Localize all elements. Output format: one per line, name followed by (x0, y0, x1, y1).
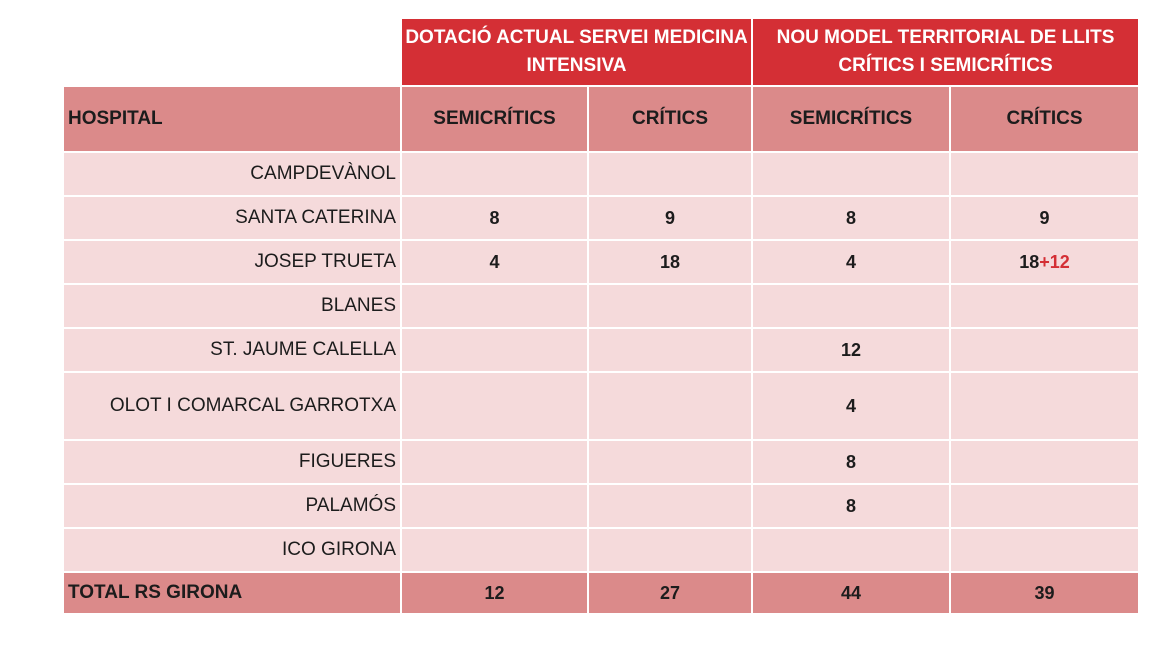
table-row: PALAMÓS 8 (62, 483, 1141, 529)
group-header-row: DOTACIÓ ACTUAL SERVEI MEDICINA INTENSIVA… (62, 17, 1141, 87)
column-header-new-semicritics: SEMICRÍTICS (751, 85, 952, 153)
table-row: ICO GIRONA (62, 527, 1141, 573)
hospital-name: ICO GIRONA (62, 527, 402, 573)
new-semicritics-value: 4 (751, 239, 952, 285)
column-header-hospital: HOSPITAL (62, 85, 402, 153)
current-critics-value (586, 283, 754, 329)
hospital-name: CAMPDEVÀNOL (62, 151, 402, 197)
current-critics-value: 9 (586, 195, 754, 241)
current-critics-value (586, 439, 754, 485)
new-semicritics-value (751, 283, 952, 329)
current-semicritics-value (400, 439, 589, 485)
table-row: FIGUERES 8 (62, 439, 1141, 485)
total-new-critics: 39 (949, 571, 1141, 615)
column-header-current-critics: CRÍTICS (586, 85, 754, 153)
hospital-name: OLOT I COMARCAL GARROTXA (62, 371, 402, 441)
new-critics-value (949, 371, 1141, 441)
hospital-name: SANTA CATERINA (62, 195, 402, 241)
current-semicritics-value (400, 327, 589, 373)
new-semicritics-value: 8 (751, 195, 952, 241)
new-semicritics-value (751, 151, 952, 197)
hospital-name: BLANES (62, 283, 402, 329)
new-semicritics-value: 12 (751, 327, 952, 373)
table-row: OLOT I COMARCAL GARROTXA 4 (62, 371, 1141, 441)
new-critics-value (949, 283, 1141, 329)
table-row: CAMPDEVÀNOL (62, 151, 1141, 197)
current-semicritics-value (400, 527, 589, 573)
empty-corner-cell (62, 17, 402, 87)
current-critics-value: 18 (586, 239, 754, 285)
current-semicritics-value (400, 371, 589, 441)
group-header-current: DOTACIÓ ACTUAL SERVEI MEDICINA INTENSIVA (399, 17, 754, 87)
new-critics-value (949, 151, 1141, 197)
hospital-name: FIGUERES (62, 439, 402, 485)
new-critics-value (949, 327, 1141, 373)
new-semicritics-value (751, 527, 952, 573)
table-row: JOSEP TRUETA 4 18 4 18+12 (62, 239, 1141, 285)
group-header-new-model: NOU MODEL TERRITORIAL DE LLITS CRÍTICS I… (751, 17, 1141, 87)
new-critics-base: 18 (1019, 251, 1040, 272)
new-critics-value (949, 439, 1141, 485)
hospital-name: PALAMÓS (62, 483, 402, 529)
current-semicritics-value (400, 283, 589, 329)
table-row: ST. JAUME CALELLA 12 (62, 327, 1141, 373)
new-critics-value: 9 (949, 195, 1141, 241)
new-semicritics-value: 8 (751, 483, 952, 529)
current-semicritics-value (400, 151, 589, 197)
new-critics-value: 18+12 (949, 239, 1141, 285)
hospital-name: ST. JAUME CALELLA (62, 327, 402, 373)
new-critics-value (949, 483, 1141, 529)
column-header-row: HOSPITAL SEMICRÍTICS CRÍTICS SEMICRÍTICS… (62, 85, 1141, 153)
total-current-semicritics: 12 (400, 571, 589, 615)
new-critics-value (949, 527, 1141, 573)
total-current-critics: 27 (586, 571, 754, 615)
current-critics-value (586, 371, 754, 441)
total-row: TOTAL RS GIRONA 12 27 44 39 (62, 571, 1141, 615)
table-row: SANTA CATERINA 8 9 8 9 (62, 195, 1141, 241)
current-semicritics-value (400, 483, 589, 529)
current-critics-value (586, 151, 754, 197)
total-new-semicritics: 44 (751, 571, 952, 615)
column-header-new-critics: CRÍTICS (949, 85, 1141, 153)
table-row: BLANES (62, 283, 1141, 329)
current-critics-value (586, 327, 754, 373)
hospital-name: JOSEP TRUETA (62, 239, 402, 285)
hospital-beds-table: DOTACIÓ ACTUAL SERVEI MEDICINA INTENSIVA… (62, 17, 1141, 615)
current-critics-value (586, 483, 754, 529)
current-semicritics-value: 8 (400, 195, 589, 241)
new-critics-extra: +12 (1039, 251, 1070, 272)
new-critics-base: 9 (1039, 207, 1050, 228)
column-header-current-semicritics: SEMICRÍTICS (400, 85, 589, 153)
current-critics-value (586, 527, 754, 573)
total-label: TOTAL RS GIRONA (62, 571, 402, 615)
new-semicritics-value: 4 (751, 371, 952, 441)
current-semicritics-value: 4 (400, 239, 589, 285)
new-semicritics-value: 8 (751, 439, 952, 485)
